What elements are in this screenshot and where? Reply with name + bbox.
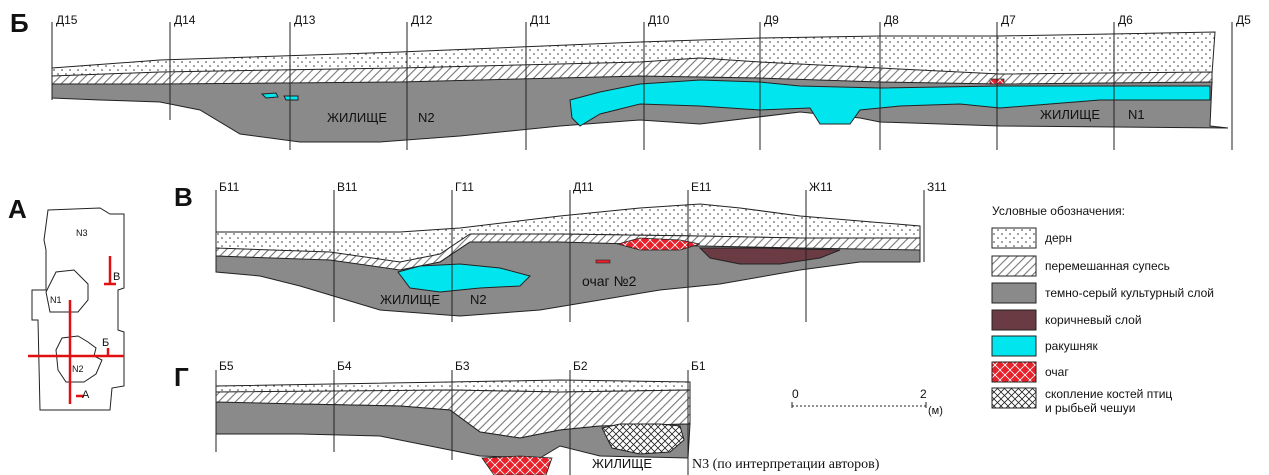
section-v-dwelling-word: ЖИЛИЩЕ	[380, 292, 440, 307]
section-v-brown-layer	[698, 247, 841, 265]
section-b-shell-layer	[569, 79, 1211, 127]
section-v-tick: Б11	[219, 180, 240, 194]
dwelling-n1-outline	[45, 269, 89, 313]
section-v-hearth-small	[595, 259, 611, 264]
legend-swatch-brown	[991, 309, 1037, 331]
cut-lines	[28, 256, 124, 404]
section-g-tick: Б1	[691, 359, 706, 373]
section-b-tick: Д12	[411, 13, 433, 27]
legend-label: скопление костей птиц	[1045, 387, 1172, 401]
dwelling-n2-outline	[55, 335, 103, 383]
legend-swatch-culture	[991, 282, 1037, 304]
section-b-tick: Д10	[648, 13, 670, 27]
section-b-tick: Д9	[764, 13, 779, 27]
plan-room-label: N3	[76, 228, 88, 238]
section-b-tick: Д6	[1118, 13, 1133, 27]
section-v-tick: З11	[927, 180, 947, 194]
plan-cut-mark: В	[113, 271, 120, 283]
legend-swatch-bones	[991, 387, 1037, 409]
section-b-tick: Д5	[1236, 13, 1251, 27]
section-b-shell-lens	[283, 95, 299, 101]
section-v-letter: В	[174, 182, 193, 212]
legend-label: дерн	[1045, 231, 1072, 245]
section-g: Г Б5 Б4 Б3 Б2 Б1 ЖИЛИЩЕ N3 (по интерпрет…	[174, 359, 880, 475]
legend-label: перемешанная супесь	[1045, 259, 1170, 273]
legend-label: темно-серый культурный слой	[1045, 286, 1214, 300]
section-v-hearth-label: очаг №2	[582, 273, 637, 289]
section-b-tick: Д14	[174, 13, 196, 27]
section-a-plan: А N3 N1 N2 В Б А	[8, 194, 125, 411]
section-v-tick: Д11	[573, 180, 594, 194]
plan-room-label: N2	[72, 364, 84, 374]
section-v-dwelling-num: N2	[470, 292, 487, 307]
section-v-hearth	[616, 237, 701, 251]
plan-cut-mark: Б	[102, 337, 109, 349]
section-g-hearth	[481, 455, 553, 475]
scale-bar: 0 2 (м)	[791, 387, 943, 417]
section-b-tick: Д11	[530, 13, 551, 27]
section-a-letter: А	[8, 194, 27, 224]
legend-label-line2: и рыбьей чешуи	[1045, 401, 1135, 415]
section-b: Б Д15 Д14 Д13 Д12	[10, 8, 1251, 150]
legend-title: Условные обозначения:	[992, 204, 1125, 218]
legend-swatch-mixed	[991, 255, 1037, 277]
section-b-dwelling1-num: N1	[1128, 107, 1145, 122]
section-b-dwelling2-num: N2	[418, 110, 435, 125]
legend-label: коричневый слой	[1045, 313, 1142, 327]
section-v-tick: Ж11	[809, 180, 833, 194]
section-b-dwelling2-word: ЖИЛИЩЕ	[327, 110, 387, 125]
section-v-shell-layer	[397, 263, 531, 293]
section-b-tick: Д13	[294, 13, 316, 27]
section-b-letter: Б	[10, 8, 29, 38]
plan-cut-mark: А	[82, 389, 90, 401]
section-v-tick: Г11	[455, 180, 474, 194]
section-g-tick: Б3	[455, 359, 470, 373]
section-b-dwelling1-word: ЖИЛИЩЕ	[1040, 107, 1100, 122]
plan-room-label: N1	[50, 295, 62, 305]
section-g-tick: Б4	[337, 359, 352, 373]
scale-start: 0	[792, 387, 799, 401]
section-g-gridlines	[215, 370, 689, 475]
site-plan-outline	[31, 207, 125, 411]
section-g-dwelling-word: ЖИЛИЩЕ	[592, 456, 652, 471]
section-g-letter: Г	[174, 362, 189, 392]
legend-label: ракушняк	[1045, 339, 1098, 353]
section-b-shell-lens	[260, 92, 279, 99]
section-v-gridlines	[215, 190, 925, 322]
section-g-tick: Б2	[573, 359, 588, 373]
scale-unit: (м)	[928, 405, 943, 417]
legend-swatch-shell	[991, 335, 1037, 357]
legend: Условные обозначения: дерн перемешанная …	[991, 204, 1214, 415]
section-g-bones-cluster	[601, 423, 685, 455]
section-v-tick: В11	[337, 180, 358, 194]
legend-swatch-sod	[991, 227, 1037, 249]
section-v-tick: Е11	[691, 180, 712, 194]
legend-swatch-hearth	[991, 361, 1037, 383]
section-b-tick: Д8	[884, 13, 899, 27]
scale-end: 2	[920, 387, 927, 401]
section-g-dwelling-note: N3 (по интерпретации авторов)	[692, 457, 880, 472]
section-v: В Б11 В11 Г11 Д11 Е11 Ж11 З11 ЖИЛИЩЕ N2	[174, 180, 947, 322]
legend-label: очаг	[1045, 365, 1069, 379]
section-b-tick: Д15	[56, 13, 78, 27]
section-g-tick: Б5	[219, 359, 234, 373]
section-b-tick: Д7	[1001, 13, 1016, 27]
section-b-gridlines	[51, 22, 1233, 150]
